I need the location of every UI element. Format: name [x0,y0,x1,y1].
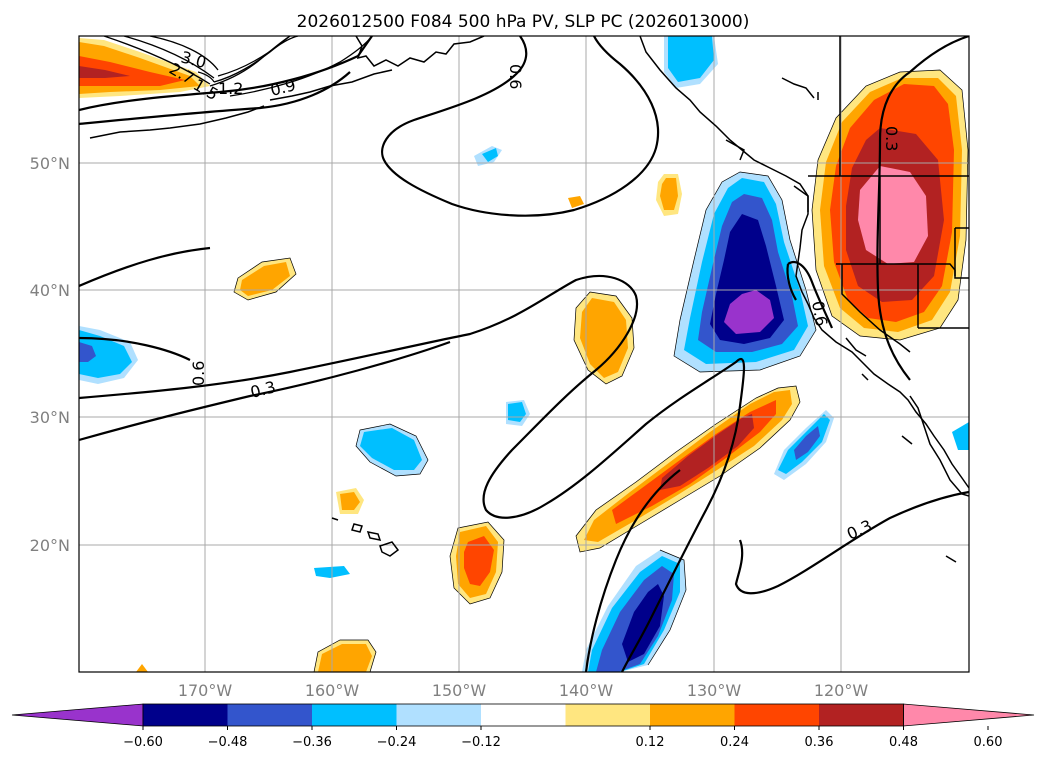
pv-edges [233,69,969,672]
colorbar-tick-label: −0.60 [123,735,163,750]
contour-label-0-6-west: 0.6 [189,361,208,386]
lat-label-40n: 40°N [30,281,70,300]
colorbar-cell [819,704,904,726]
lon-label-120w: 120°W [814,681,869,700]
colorbar-cell [143,704,228,726]
colorbar: −0.60 −0.48 −0.36 −0.24 −0.12 0.12 0.24 0.36 0.4… [11,703,1035,750]
pv-positive-mid [574,292,634,384]
pv-positive-northwest [79,38,210,98]
graticule [79,36,969,672]
pv-negative-blob-e-edge [952,422,969,450]
colorbar-ticks: −0.60 −0.48 −0.36 −0.24 −0.12 0.12 0.24 0.36 0.4… [123,726,1002,750]
contour-label-0-6-north: 0.6 [506,64,525,89]
lon-label-140w: 140°W [559,681,614,700]
colorbar-cell [734,704,820,726]
lon-label-150w: 150°W [432,681,487,700]
colorbar-extend-low [11,703,144,727]
colorbar-tick-label: −0.24 [377,735,417,750]
colorbar-tick-label: 0.48 [889,735,918,750]
colorbar-tick-label: −0.12 [461,735,501,750]
pv-negative-small-east [774,410,834,480]
colorbar-tick-label: 0.36 [805,735,834,750]
pv-negative-offshore-ca [674,172,816,372]
lon-label-160w: 160°W [305,681,360,700]
lat-label-50n: 50°N [30,154,70,173]
slp-contours [79,36,969,672]
colorbar-tick-label: −0.36 [292,735,332,750]
colorbar-tick-label: 0.24 [720,735,749,750]
colorbar-extend-high [903,703,1035,727]
colorbar-cell [481,704,566,726]
colorbar-tick-label: 0.60 [974,735,1003,750]
lon-label-130w: 130°W [687,681,742,700]
colorbar-cell [565,704,651,726]
colorbar-cell [396,704,482,726]
contour-label-0-6-east: 0.6 [808,299,831,327]
lat-label-30n: 30°N [30,408,70,427]
colorbar-cell [312,704,397,726]
colorbar-cell [227,704,313,726]
colorbar-frame [142,703,904,727]
colorbar-tick-label: −0.48 [208,735,248,750]
lat-label-20n: 20°N [30,536,70,555]
map-title: 2026012500 F084 500 hPa PV, SLP PC (2026… [297,12,750,32]
pv-negative-south [582,550,686,672]
map-panel: 3.0 2.7 1.5 1.2 0.9 0.6 0.6 0.3 0.3 0.6 … [79,36,969,672]
contour-label-1-2: 1.2 [218,79,243,98]
pv-positive-rockies [812,70,968,340]
lon-label-170w: 170°W [178,681,233,700]
contour-labels: 3.0 2.7 1.5 1.2 0.9 0.6 0.6 0.3 0.3 0.6 … [166,47,901,543]
latitude-labels: 50°N 40°N 30°N 20°N [30,154,70,555]
pv-anomaly-shading [79,36,969,672]
colorbar-cell [650,704,735,726]
longitude-labels: 170°W 160°W 150°W 140°W 130°W 120°W [178,681,869,700]
colorbar-tick-label: 0.12 [636,735,665,750]
contour-label-0-3-east: 0.3 [882,126,901,151]
map-frame [78,35,970,673]
colorbar-cells [11,703,1035,727]
